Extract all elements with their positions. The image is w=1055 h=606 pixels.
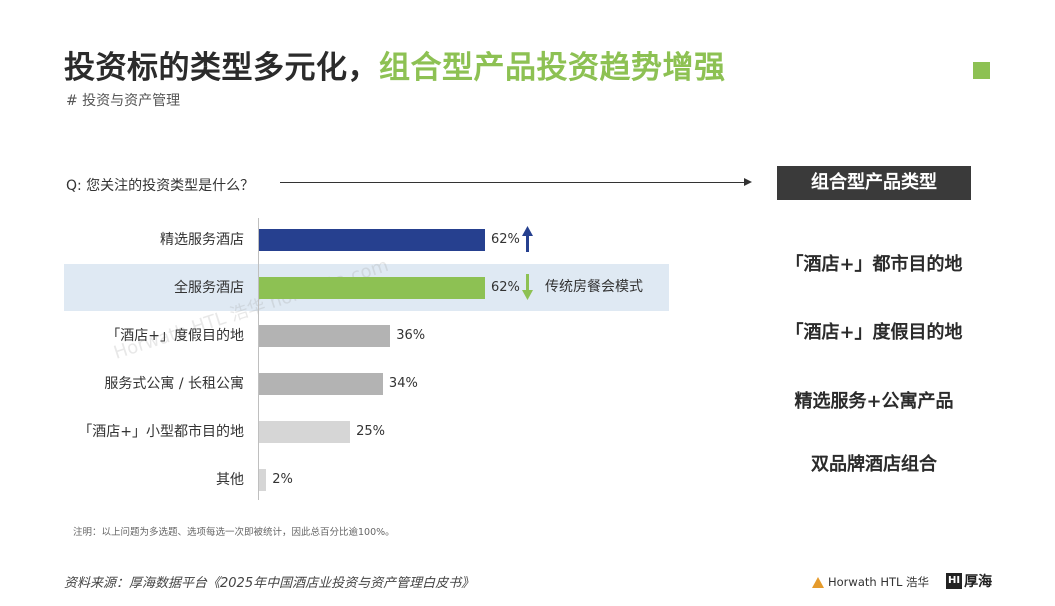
survey-question: Q: 您关注的投资类型是什么？ — [66, 175, 263, 195]
category-label: 「酒店+」度假目的地 — [106, 328, 244, 344]
hohai-mark-icon: HI — [946, 573, 963, 589]
category-label: 「酒店+」小型都市目的地 — [78, 424, 244, 440]
arrow-up-icon — [522, 226, 533, 252]
value-label: 36% — [396, 328, 426, 343]
bar — [259, 229, 485, 251]
page-title: 投资标的类型多元化，组合型产品投资趋势增强 — [64, 42, 726, 87]
value-label: 62% — [491, 232, 520, 247]
bar — [259, 469, 267, 491]
bar — [259, 325, 391, 347]
footnote: 注明：以上问题为多选题、选项每选一次即被统计，因此总百分比逾100%。 — [73, 527, 395, 538]
value-label: 62% — [491, 280, 520, 295]
right-panel-header: 组合型产品类型 — [777, 166, 971, 200]
bar — [259, 277, 485, 299]
question-arrow — [280, 178, 752, 186]
bar — [259, 421, 351, 443]
category-label: 全服务酒店 — [174, 280, 244, 296]
right-panel-item: 「酒店+」度假目的地 — [785, 322, 963, 343]
value-label: 2% — [272, 472, 293, 487]
category-label: 服务式公寓 / 长租公寓 — [104, 376, 244, 392]
page-subtitle: # 投资与资产管理 — [66, 93, 181, 109]
value-label: 34% — [388, 376, 418, 391]
horwath-mark-icon — [812, 576, 824, 588]
source-citation: 资料来源：厚海数据平台《2025年中国酒店业投资与资产管理白皮书》 — [64, 576, 475, 591]
chart-axis-line — [258, 218, 259, 500]
title-accent: 组合型产品投资趋势增强 — [379, 50, 726, 86]
corner-accent-square — [973, 62, 990, 79]
chart-annotation: 传统房餐会模式 — [545, 279, 643, 295]
value-label: 25% — [356, 424, 386, 439]
title-main: 投资标的类型多元化， — [64, 50, 379, 86]
right-panel-item: 精选服务+公寓产品 — [794, 391, 954, 412]
hohai-logo: HI 厚海 — [946, 573, 993, 590]
horwath-logo: Horwath HTL 浩华 — [812, 574, 929, 590]
right-panel-item: 双品牌酒店组合 — [811, 454, 937, 475]
arrow-down-icon — [522, 274, 533, 300]
category-label: 其他 — [216, 472, 244, 488]
bar — [259, 373, 383, 395]
category-label: 精选服务酒店 — [160, 232, 244, 248]
right-panel-item: 「酒店+」都市目的地 — [785, 254, 963, 275]
